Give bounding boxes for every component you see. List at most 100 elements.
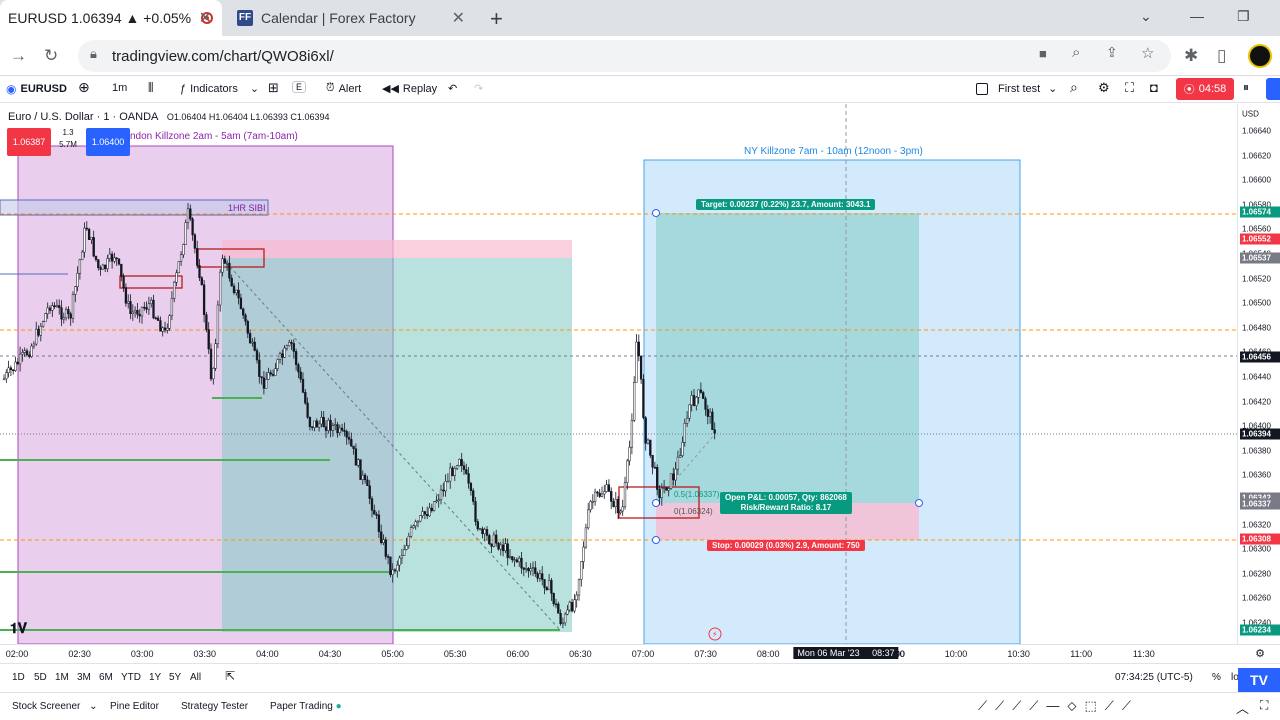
extensions-icon[interactable]: ✱ [1184,46,1199,65]
candle-body [60,307,63,320]
candle-body [191,218,194,236]
tab-forex-factory[interactable]: FF Calendar | Forex Factory ✕ [225,0,475,36]
forward-icon[interactable]: → [10,46,27,65]
range-button-5y[interactable]: 5Y [169,672,182,683]
candle-body [327,419,330,431]
candle-body [265,379,268,389]
templates-icon[interactable]: ⊞ [268,80,279,95]
range-button-1d[interactable]: 1D [12,672,25,683]
layout-button[interactable]: First test ⌄ [976,82,1057,95]
new-tab-button[interactable]: + [490,6,503,31]
time-tick-label: 07:30 [694,649,717,659]
profile-avatar[interactable] [1248,44,1272,68]
candle-body [552,593,555,605]
range-button-1m[interactable]: 1M [55,672,69,683]
candle-body [184,222,187,245]
percent-scale-toggle[interactable]: % [1212,672,1221,683]
stop-label: Stop: 0.00029 (0.03%) 2.9, Amount: 750 [707,540,865,551]
indicators-button[interactable]: ƒ Indicators ⌄ [180,82,259,96]
tab-stock-screener[interactable]: Stock Screener ⌄ [12,701,98,712]
goto-date-icon[interactable]: ⇱ [225,669,236,683]
maximize-panel-icon[interactable]: ⛶ [1260,698,1269,712]
undo-icon[interactable]: ↶ [448,83,458,95]
tab-paper-trading[interactable]: Paper Trading ● [270,701,342,712]
price-tag: 1.06537 [1240,252,1280,264]
chevron-down-icon: ⌄ [89,701,98,712]
candle-body [380,531,383,544]
restore-button[interactable]: ❐ [1237,8,1250,24]
candle-body [504,543,507,552]
pnl-text: Open P&L: 0.00057, Qty: 862068 [725,493,847,502]
candle-style-icon[interactable]: ⫴ [148,80,154,95]
candle-body [228,262,231,279]
collapse-panel-icon[interactable]: ︿ [1236,701,1250,716]
tab-search-icon[interactable]: ⌄ [1140,8,1152,24]
drawing-tools-icons[interactable]: ⟋⟋⟋⟋—⬦⬚⟋⟋ [978,698,1139,713]
candle-body [108,253,111,259]
timezone-clock[interactable]: 07:34:25 (UTC-5) [1115,672,1193,683]
e-button[interactable]: E [292,81,307,93]
side-panel-icon[interactable]: ▯ [1217,46,1227,65]
zoom-icon[interactable]: ⌕ [1072,44,1081,61]
search-icon[interactable]: ⌕ [1070,79,1078,95]
publish-button[interactable] [1266,78,1280,100]
chart-pane[interactable]: ⚡ Euro / U.S. Dollar · 1 · OANDA O1.0640… [0,104,1237,644]
snapshot-camera-icon[interactable]: ◘ [1150,80,1158,95]
settings-gear-icon[interactable]: ⚙ [1098,80,1110,95]
minimize-button[interactable]: — [1190,8,1204,24]
axis-settings-icon[interactable]: ⚙ [1255,648,1265,660]
price-tick-label: 1.06260 [1242,593,1271,603]
price-tick-label: 1.06480 [1242,323,1271,333]
range-button-3m[interactable]: 3M [77,672,91,683]
candle-body [564,613,567,624]
candle-body [536,573,539,579]
price-tick-label: 1.06420 [1242,397,1271,407]
event-flash-icon [708,627,722,641]
range-button-6m[interactable]: 6M [99,672,113,683]
log-scale-toggle[interactable]: log [1231,672,1244,683]
candle-body [596,491,599,494]
record-icon: ⦿ [1183,84,1195,96]
tab-eurusd[interactable]: EURUSD 1.06394 ▲ +0.05% ✕ [0,0,222,36]
time-tick-label: 10:00 [944,649,968,659]
redo-icon[interactable]: ↷ [474,83,484,95]
chart-canvas[interactable]: ⚡ [0,104,1237,644]
replay-button[interactable]: ◀◀ Replay [382,82,437,96]
close-tab-icon[interactable]: ✕ [198,10,212,27]
candle-body [334,424,337,426]
candle-body [143,306,146,309]
bookmark-star-icon[interactable]: ☆ [1141,45,1155,62]
buy-button[interactable]: 1.06400 [86,128,130,156]
sell-button[interactable]: 1.06387 [7,128,51,156]
candle-body [299,371,302,380]
symbol-search-button[interactable]: ◉ EURUSD [6,82,67,96]
range-button-1y[interactable]: 1Y [149,672,162,683]
alert-button[interactable]: ⏰︎ Alert [326,82,361,95]
candle-body [386,556,390,558]
pause-icon[interactable]: ⏸︎ [1243,80,1250,94]
recording-timer-button[interactable]: ⦿ 04:58 [1176,78,1234,100]
time-axis[interactable]: 02:00 02:30 03:00 03:30 04:00 04:30 05:00 05:30… [0,644,1280,662]
address-bar[interactable]: 🔒︎ tradingview.com/chart/QWO8i6xl/ ■ ⌕ ⇪… [78,40,1171,72]
price-axis[interactable]: USD 1.06640 1.06620 1.06600 1.06580 1.06560 1… [1237,104,1280,644]
candle-body [561,622,565,625]
price-tick-label: 1.06560 [1242,224,1271,234]
candle-body [110,253,114,262]
range-button-ytd[interactable]: YTD [121,672,141,683]
candle-body [271,373,275,376]
candle-body [497,542,500,550]
share-icon[interactable]: ⇪ [1106,44,1118,60]
compare-symbol-icon[interactable]: ⊕ [78,79,90,95]
candle-body [460,459,463,466]
camera-icon[interactable]: ■ [1039,46,1047,61]
tab-pine-editor[interactable]: Pine Editor [110,701,159,712]
fullscreen-icon[interactable]: ⛶ [1125,80,1135,95]
range-button-all[interactable]: All [190,672,202,683]
range-button-5d[interactable]: 5D [34,672,47,683]
reload-icon[interactable]: ↻ [44,46,59,65]
interval-button[interactable]: 1m [112,82,127,94]
candle-body [674,468,677,481]
close-tab-icon[interactable]: ✕ [451,10,465,27]
tab-strategy-tester[interactable]: Strategy Tester [181,701,248,712]
candle-body [182,244,185,256]
